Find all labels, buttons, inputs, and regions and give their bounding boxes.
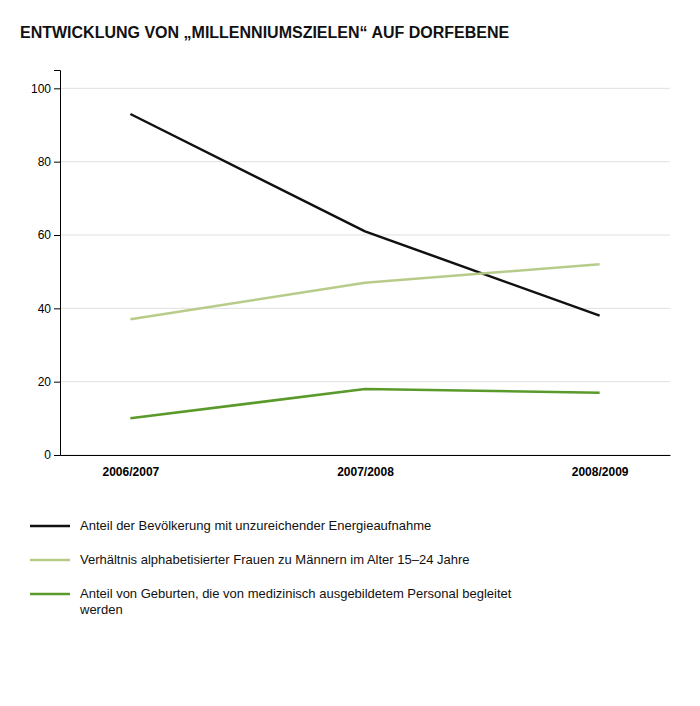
legend-label-line: Anteil von Geburten, die von medizinisch…	[80, 586, 512, 601]
x-tick-label: 2006/2007	[103, 465, 160, 479]
grid	[60, 88, 670, 455]
legend-swatch	[30, 559, 70, 562]
y-tick-label: 100	[31, 82, 51, 96]
series-line	[130, 264, 599, 319]
y-tick: 20	[38, 375, 60, 389]
grid-line	[60, 88, 670, 89]
y-tick: 100	[31, 82, 60, 96]
y-tick: 80	[38, 155, 60, 169]
y-tick-mark	[54, 308, 60, 309]
grid-line	[60, 381, 670, 382]
chart: ENTWICKLUNG VON „MILLENNIUMSZIELEN“ AUF …	[0, 0, 700, 706]
y-tick: 0	[44, 448, 60, 462]
y-tick-label: 80	[38, 155, 52, 169]
grid-line	[60, 455, 670, 456]
lines	[130, 114, 599, 418]
legend-label-line: Verhältnis alphabetisierter Frauen zu Mä…	[80, 552, 470, 567]
y-tick-label: 0	[44, 448, 51, 462]
series-line	[130, 114, 599, 316]
y-tick-mark	[54, 382, 60, 383]
legend-label: Anteil der Bevölkerung mit unzureichende…	[80, 518, 431, 533]
x-tick-label: 2008/2009	[572, 465, 629, 479]
x-tick-label: 2007/2008	[337, 465, 394, 479]
y-tick-mark	[54, 88, 60, 89]
legend-swatch	[30, 525, 70, 528]
x-axis: 2006/2007 2007/2008 2008/2009	[61, 456, 671, 479]
legend-label: Anteil von Geburten, die von medizinisch…	[79, 586, 512, 617]
grid-line	[60, 235, 670, 236]
y-tick-mark	[54, 235, 60, 236]
x-tick: 2008/2009	[572, 465, 629, 479]
y-tick: 40	[38, 302, 60, 316]
x-tick: 2006/2007	[103, 465, 160, 479]
y-tick-mark	[54, 455, 60, 456]
y-tick-label: 60	[38, 228, 52, 242]
title: ENTWICKLUNG VON „MILLENNIUMSZIELEN“ AUF …	[20, 24, 510, 41]
legend-label-line: Anteil der Bevölkerung mit unzureichende…	[80, 518, 431, 533]
legend-item: Anteil von Geburten, die von medizinisch…	[30, 586, 512, 617]
legend-swatch	[30, 593, 70, 596]
y-tick: 60	[38, 228, 60, 242]
legend: Anteil der Bevölkerung mit unzureichende…	[30, 518, 512, 617]
y-tick-mark	[54, 162, 60, 163]
y-axis: 0 20 40 60 80 100	[31, 71, 61, 463]
legend-label-line: werden	[79, 602, 123, 617]
y-axis-line	[54, 71, 61, 456]
legend-label: Verhältnis alphabetisierter Frauen zu Mä…	[80, 552, 470, 567]
legend-item: Anteil der Bevölkerung mit unzureichende…	[30, 518, 431, 533]
legend-item: Verhältnis alphabetisierter Frauen zu Mä…	[30, 552, 470, 567]
grid-line	[60, 161, 670, 162]
x-tick: 2007/2008	[337, 465, 394, 479]
y-tick-label: 20	[38, 375, 52, 389]
x-axis-line	[61, 455, 671, 456]
y-tick-label: 40	[38, 302, 52, 316]
series-line	[130, 389, 599, 418]
